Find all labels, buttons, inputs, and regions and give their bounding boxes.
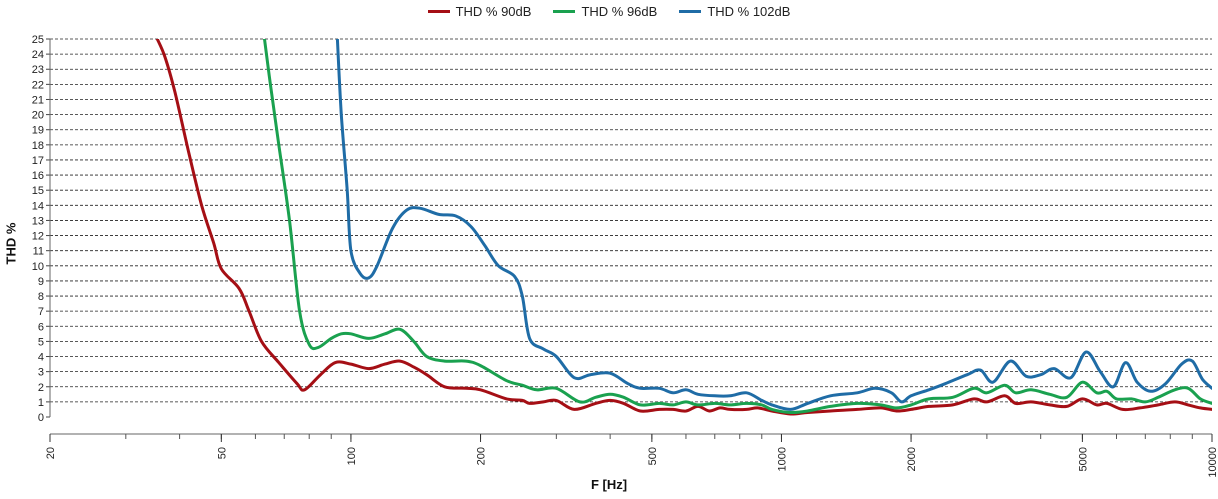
y-tick-label-20: 20 xyxy=(32,110,44,122)
legend-item-96db: THD % 96dB xyxy=(553,4,657,19)
x-tick-label-20: 20 xyxy=(45,447,57,459)
y-tick-label-19: 19 xyxy=(32,125,44,137)
legend-label-102db: THD % 102dB xyxy=(707,4,791,19)
legend-label-96db: THD % 96dB xyxy=(581,4,658,19)
legend: THD % 90dB THD % 96dB THD % 102dB xyxy=(0,4,1218,19)
y-axis-title-text: THD % xyxy=(3,222,19,265)
legend-swatch-96db xyxy=(553,10,576,13)
x-tick-label-50: 50 xyxy=(216,447,228,459)
y-tick-label-0: 0 xyxy=(38,412,44,424)
y-tick-label-23: 23 xyxy=(32,64,44,76)
y-tick-label-13: 13 xyxy=(32,215,44,227)
y-tick-label-6: 6 xyxy=(38,321,44,333)
x-tick-label-100: 100 xyxy=(346,447,358,465)
x-tick-label-10000: 10000 xyxy=(1207,447,1218,478)
y-tick-label-18: 18 xyxy=(32,140,44,152)
y-tick-label-7: 7 xyxy=(38,306,44,318)
legend-item-102db: THD % 102dB xyxy=(679,4,790,19)
y-tick-label-10: 10 xyxy=(32,261,44,273)
x-tick-label-2000: 2000 xyxy=(906,447,918,471)
y-tick-label-3: 3 xyxy=(38,367,44,379)
y-tick-label-22: 22 xyxy=(32,79,44,91)
series-line-0 xyxy=(155,39,1212,416)
y-tick-label-8: 8 xyxy=(38,291,44,303)
legend-label-90db: THD % 90dB xyxy=(455,4,532,19)
y-tick-label-9: 9 xyxy=(38,276,44,288)
x-axis-title: F [Hz] xyxy=(590,477,628,492)
y-tick-label-25: 25 xyxy=(32,34,44,46)
x-tick-label-200: 200 xyxy=(476,447,488,465)
y-tick-label-11: 11 xyxy=(33,246,44,258)
y-tick-label-24: 24 xyxy=(32,49,44,61)
series-line-2 xyxy=(335,39,1212,411)
legend-item-90db: THD % 90dB xyxy=(427,4,532,19)
y-tick-label-15: 15 xyxy=(32,185,44,197)
legend-swatch-90db xyxy=(427,10,450,13)
x-tick-label-500: 500 xyxy=(647,447,659,465)
y-tick-label-14: 14 xyxy=(32,200,44,212)
x-tick-label-5000: 5000 xyxy=(1077,447,1089,471)
series-line-1 xyxy=(263,39,1212,415)
y-tick-label-4: 4 xyxy=(38,352,44,364)
y-tick-label-17: 17 xyxy=(32,155,44,167)
y-axis-title: THD % xyxy=(3,223,20,265)
y-tick-label-1: 1 xyxy=(38,397,44,409)
y-tick-label-5: 5 xyxy=(38,336,44,348)
y-tick-label-2: 2 xyxy=(38,382,44,394)
y-tick-label-16: 16 xyxy=(32,170,44,182)
x-tick-label-1000: 1000 xyxy=(776,447,788,471)
legend-swatch-102db xyxy=(679,10,702,13)
y-tick-label-21: 21 xyxy=(32,94,44,106)
y-tick-label-12: 12 xyxy=(32,231,44,243)
